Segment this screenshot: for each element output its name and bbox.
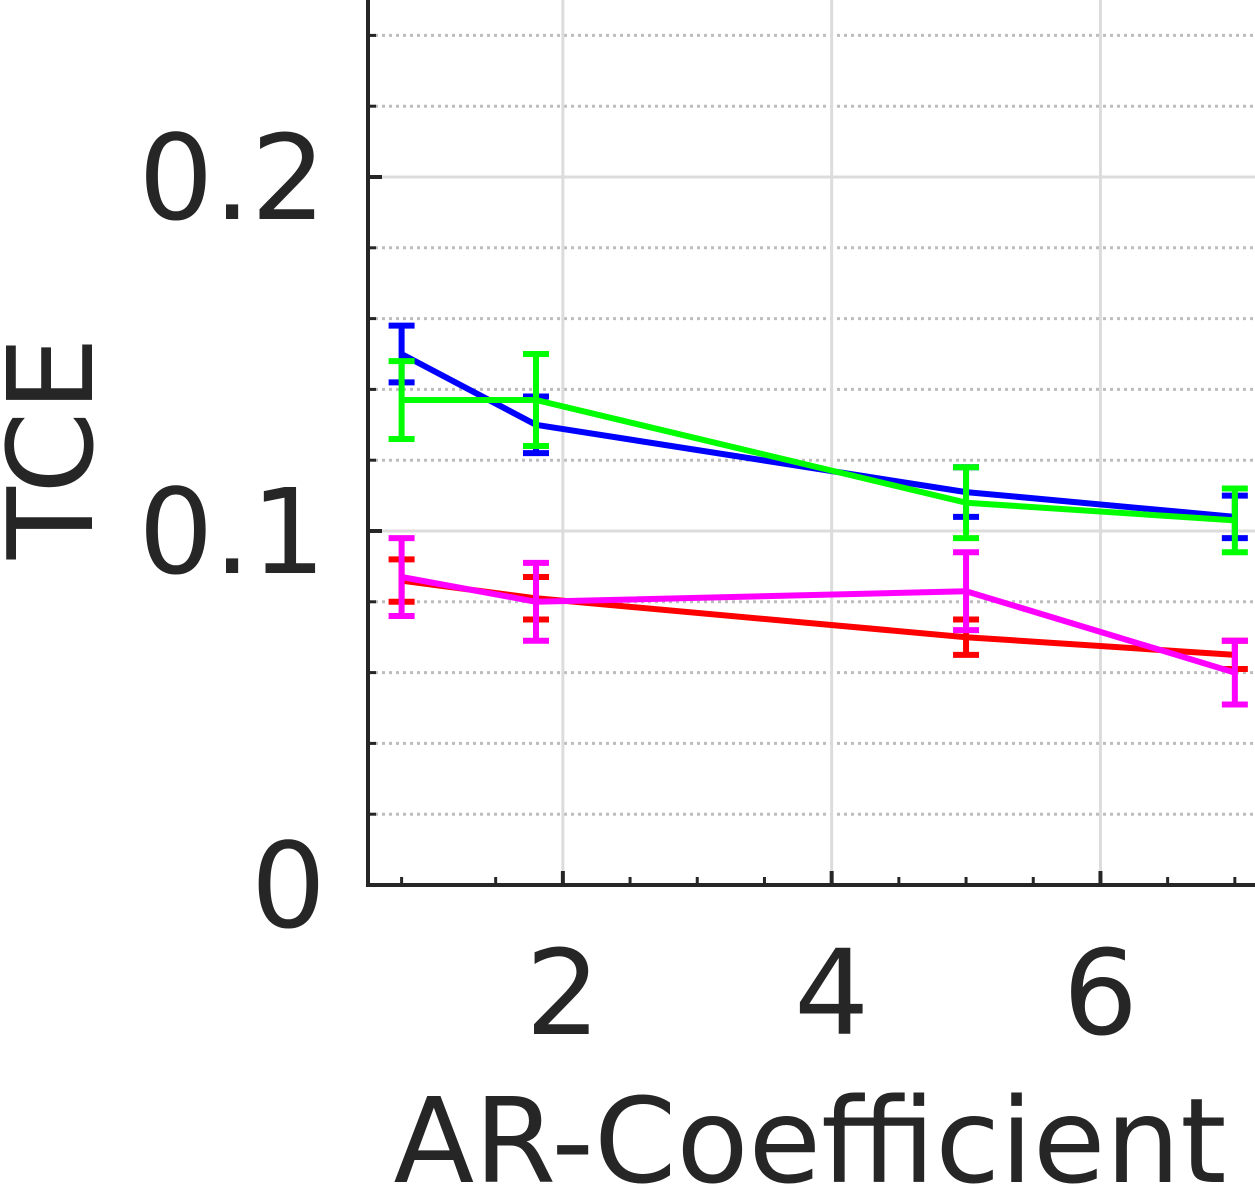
x-tick-label: 2 — [525, 924, 600, 1062]
y-tick-label: 0.2 — [138, 109, 326, 247]
series-group — [388, 535, 1248, 708]
x-tick-label: 6 — [1063, 924, 1138, 1062]
series — [388, 322, 1248, 708]
y-axis-title: TCE — [0, 337, 120, 560]
ticks — [368, 33, 1237, 887]
y-tick-label: 0.1 — [138, 463, 326, 601]
y-tick-label: 0 — [251, 817, 326, 955]
x-tick-label: 4 — [794, 924, 869, 1062]
series-group — [388, 351, 1248, 556]
series-line — [401, 397, 1235, 524]
series-line — [400, 351, 1236, 520]
series-group — [388, 322, 1248, 542]
grid — [368, 0, 1255, 885]
x-axis-title: AR-Coefficient — [393, 1072, 1226, 1189]
axes — [366, 0, 1255, 887]
series-line — [401, 574, 1236, 676]
tick-labels: 0 0.1 0.2 2 4 6 — [138, 109, 1138, 1062]
series-group — [388, 556, 1248, 673]
